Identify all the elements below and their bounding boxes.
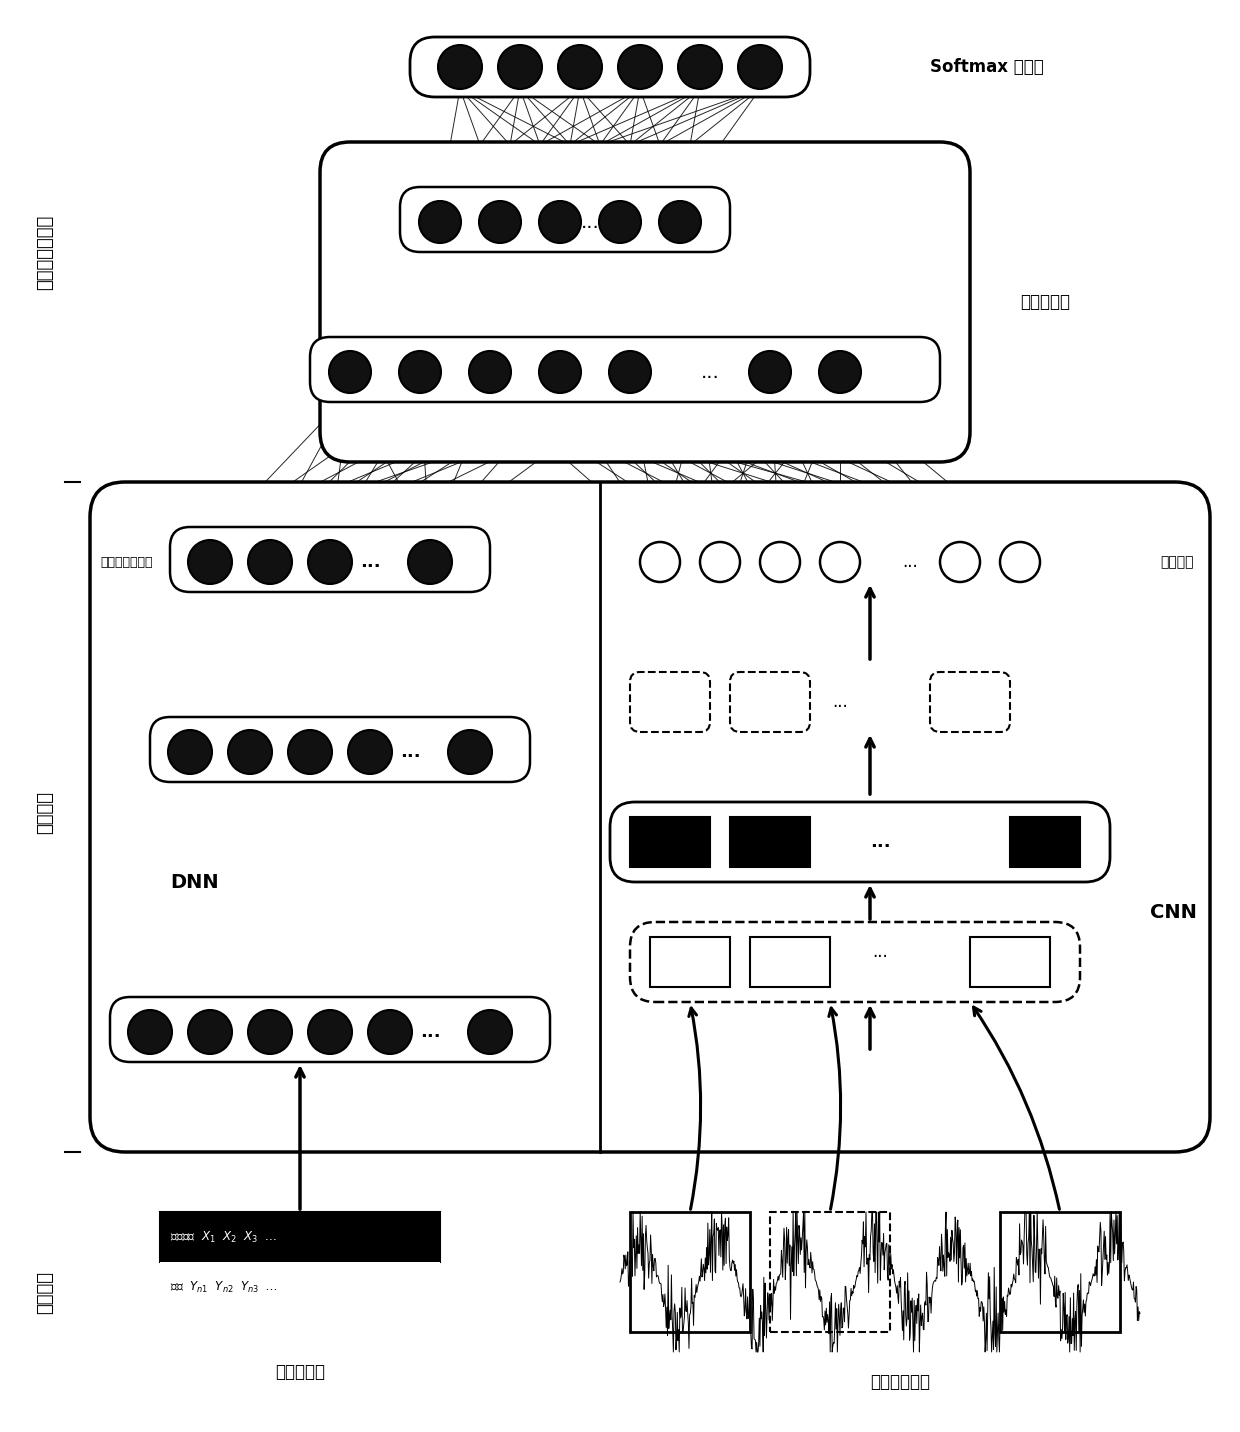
Circle shape [640, 541, 680, 581]
Circle shape [419, 200, 461, 243]
Circle shape [228, 730, 272, 775]
FancyBboxPatch shape [930, 672, 1011, 732]
Circle shape [188, 1010, 232, 1054]
Circle shape [329, 351, 371, 392]
Text: 非结构化数据: 非结构化数据 [870, 1373, 930, 1390]
Bar [750, 937, 830, 987]
Circle shape [467, 1010, 512, 1054]
Text: ...: ... [872, 944, 888, 961]
Bar [770, 1211, 890, 1332]
Circle shape [701, 541, 740, 581]
Bar [630, 818, 711, 866]
Circle shape [599, 200, 641, 243]
Circle shape [469, 351, 511, 392]
Text: ...: ... [419, 1022, 440, 1041]
Circle shape [248, 1010, 291, 1054]
Circle shape [999, 541, 1040, 581]
Text: 最后一层隐含层: 最后一层隐含层 [100, 556, 153, 569]
Text: ...: ... [399, 743, 420, 760]
Text: 特征提取: 特征提取 [36, 790, 55, 833]
Circle shape [820, 541, 861, 581]
Text: Softmax 分类层: Softmax 分类层 [930, 59, 1044, 76]
FancyBboxPatch shape [730, 672, 810, 732]
Text: ...: ... [580, 212, 599, 232]
FancyBboxPatch shape [401, 188, 730, 252]
Text: 训练数据  $X_1$  $X_2$  $X_3$  ...: 训练数据 $X_1$ $X_2$ $X_3$ ... [170, 1230, 277, 1244]
Text: CNN: CNN [1149, 902, 1197, 922]
Text: 全连接层: 全连接层 [1159, 556, 1193, 569]
Circle shape [818, 351, 861, 392]
Circle shape [399, 351, 441, 392]
FancyBboxPatch shape [170, 527, 490, 591]
Circle shape [738, 44, 782, 89]
Bar [1011, 818, 1080, 866]
Circle shape [167, 730, 212, 775]
FancyBboxPatch shape [610, 802, 1110, 882]
Circle shape [288, 730, 332, 775]
Circle shape [749, 351, 791, 392]
FancyBboxPatch shape [91, 483, 1210, 1151]
Text: 训练样本: 训练样本 [36, 1270, 55, 1313]
Circle shape [248, 540, 291, 584]
Circle shape [539, 351, 582, 392]
FancyBboxPatch shape [630, 672, 711, 732]
Circle shape [348, 730, 392, 775]
Bar [970, 937, 1050, 987]
Text: 特征融合与分类: 特征融合与分类 [36, 215, 55, 289]
Bar [630, 1211, 750, 1332]
Text: 标签  $Y_{n1}$  $Y_{n2}$  $Y_{n3}$  ...: 标签 $Y_{n1}$ $Y_{n2}$ $Y_{n3}$ ... [170, 1279, 278, 1295]
Circle shape [618, 44, 662, 89]
Circle shape [188, 540, 232, 584]
Text: 特征融合层: 特征融合层 [1021, 294, 1070, 311]
Circle shape [539, 200, 582, 243]
Text: ...: ... [832, 693, 848, 712]
FancyBboxPatch shape [320, 142, 970, 463]
Bar [160, 1262, 440, 1312]
FancyBboxPatch shape [630, 922, 1080, 1002]
FancyBboxPatch shape [310, 337, 940, 402]
Circle shape [479, 200, 521, 243]
Text: ...: ... [360, 553, 381, 571]
Bar [650, 937, 730, 987]
Circle shape [678, 44, 722, 89]
Circle shape [368, 1010, 412, 1054]
Circle shape [308, 1010, 352, 1054]
Text: ...: ... [903, 553, 918, 571]
Circle shape [438, 44, 482, 89]
FancyBboxPatch shape [110, 997, 551, 1063]
Circle shape [408, 540, 453, 584]
Circle shape [760, 541, 800, 581]
Bar [999, 1211, 1120, 1332]
Text: DNN: DNN [170, 872, 218, 892]
Text: ...: ... [869, 833, 890, 851]
Circle shape [940, 541, 980, 581]
Circle shape [609, 351, 651, 392]
Circle shape [128, 1010, 172, 1054]
Circle shape [448, 730, 492, 775]
Bar [730, 818, 810, 866]
Circle shape [308, 540, 352, 584]
FancyBboxPatch shape [150, 717, 529, 782]
Circle shape [498, 44, 542, 89]
FancyBboxPatch shape [410, 37, 810, 97]
Circle shape [658, 200, 701, 243]
Circle shape [558, 44, 601, 89]
Text: 结构化数据: 结构化数据 [275, 1363, 325, 1380]
Bar [160, 1211, 440, 1262]
Text: ...: ... [701, 362, 719, 381]
